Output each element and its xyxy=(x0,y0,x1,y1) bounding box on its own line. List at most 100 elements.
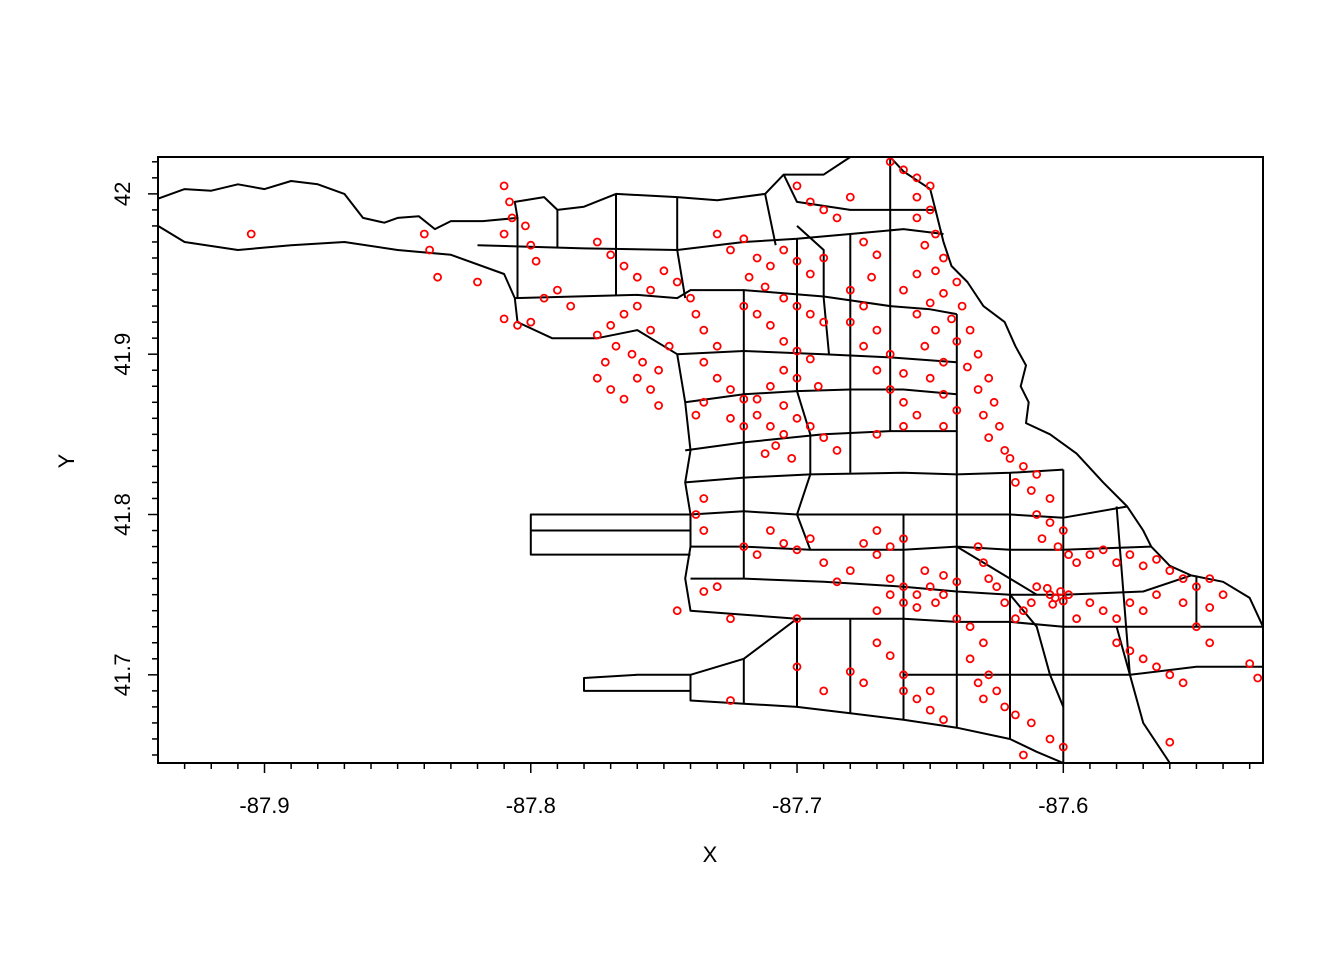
incident-point xyxy=(1178,678,1188,688)
incident-point xyxy=(766,526,775,535)
incident-point xyxy=(792,256,802,266)
incident-point xyxy=(1056,587,1065,596)
incident-point xyxy=(912,173,922,183)
incident-point xyxy=(1165,737,1175,747)
incident-point xyxy=(1019,461,1028,471)
incident-point xyxy=(792,545,802,555)
incident-point xyxy=(973,349,983,359)
incident-point xyxy=(1019,606,1028,616)
incident-point xyxy=(1000,598,1010,608)
incident-point xyxy=(899,368,908,378)
incident-point xyxy=(699,526,709,535)
incident-point xyxy=(726,385,735,394)
incident-point xyxy=(686,293,695,303)
boundary-line xyxy=(583,673,691,692)
incident-point xyxy=(539,293,549,303)
incident-point xyxy=(672,277,682,287)
incident-point xyxy=(507,213,517,223)
incident-point xyxy=(1045,494,1055,503)
incident-point xyxy=(920,341,930,351)
incident-point xyxy=(1112,614,1121,624)
incident-point xyxy=(899,421,908,431)
boundary-line xyxy=(796,238,812,551)
incident-point xyxy=(819,205,829,215)
incident-point xyxy=(1064,590,1073,600)
incident-point xyxy=(859,341,868,351)
incident-point xyxy=(739,234,749,244)
incident-point xyxy=(939,715,948,725)
incident-point xyxy=(619,309,629,319)
incident-point xyxy=(1045,734,1055,744)
incident-point xyxy=(1058,526,1068,535)
x-tick-label: -87.8 xyxy=(506,793,556,818)
incident-point xyxy=(1085,550,1095,559)
incident-point xyxy=(606,385,616,394)
incident-point xyxy=(819,317,829,327)
incident-point xyxy=(952,336,962,346)
incident-point xyxy=(726,696,735,705)
incident-point xyxy=(925,373,935,383)
incident-point xyxy=(805,197,815,207)
boundary-line xyxy=(157,156,1264,764)
incident-point xyxy=(752,550,762,559)
incident-point xyxy=(931,229,940,239)
incident-point xyxy=(912,410,922,420)
incident-point xyxy=(845,317,855,327)
incident-point xyxy=(979,410,988,420)
incident-point xyxy=(1058,742,1068,752)
incident-point xyxy=(1253,673,1263,683)
incident-point xyxy=(752,309,762,319)
incident-point xyxy=(979,694,988,704)
incident-point xyxy=(885,385,895,394)
boundary-line xyxy=(477,228,944,251)
y-tick-label: 42 xyxy=(110,182,135,206)
incident-point xyxy=(819,686,829,696)
incident-point xyxy=(771,441,781,451)
incident-point xyxy=(760,282,770,292)
boundary-line xyxy=(690,545,1152,551)
incident-point xyxy=(805,421,815,431)
incident-point xyxy=(766,381,775,391)
boundary-line xyxy=(677,350,957,364)
incident-point xyxy=(1205,638,1215,648)
incident-point xyxy=(1032,510,1042,519)
incident-point xyxy=(899,598,908,608)
incident-point xyxy=(553,285,562,295)
incident-point xyxy=(963,362,972,372)
y-tick-label: 41.9 xyxy=(110,333,135,376)
x-tick-label: -87.6 xyxy=(1038,793,1088,818)
incident-point xyxy=(766,261,775,271)
incident-point xyxy=(1205,574,1215,583)
boundary-line xyxy=(796,225,830,355)
incident-point xyxy=(1005,453,1015,463)
incident-point xyxy=(992,686,1002,696)
incident-point xyxy=(499,229,509,239)
incident-point xyxy=(989,397,999,407)
incident-point xyxy=(952,577,962,587)
incident-point xyxy=(899,670,908,680)
incident-point xyxy=(1053,542,1063,551)
incident-point xyxy=(1125,550,1135,559)
incident-point xyxy=(726,614,735,624)
incident-point xyxy=(931,266,940,276)
incident-point xyxy=(1011,477,1020,487)
incident-point xyxy=(952,277,962,287)
incident-point xyxy=(744,272,754,282)
incident-point xyxy=(1112,638,1121,648)
incident-point xyxy=(912,213,922,223)
boundary-line xyxy=(685,388,957,404)
incident-point xyxy=(899,165,908,175)
incident-point xyxy=(995,421,1004,431)
incident-point xyxy=(779,429,789,439)
incident-point xyxy=(845,667,855,676)
incident-point xyxy=(752,253,762,263)
incident-point xyxy=(1178,598,1188,608)
incident-point xyxy=(1112,558,1121,567)
incident-point xyxy=(664,341,674,351)
boundary-line xyxy=(782,174,936,211)
incident-point xyxy=(939,253,948,263)
incident-point xyxy=(1000,702,1010,712)
incident-point xyxy=(1192,622,1201,632)
incident-point xyxy=(965,622,975,632)
